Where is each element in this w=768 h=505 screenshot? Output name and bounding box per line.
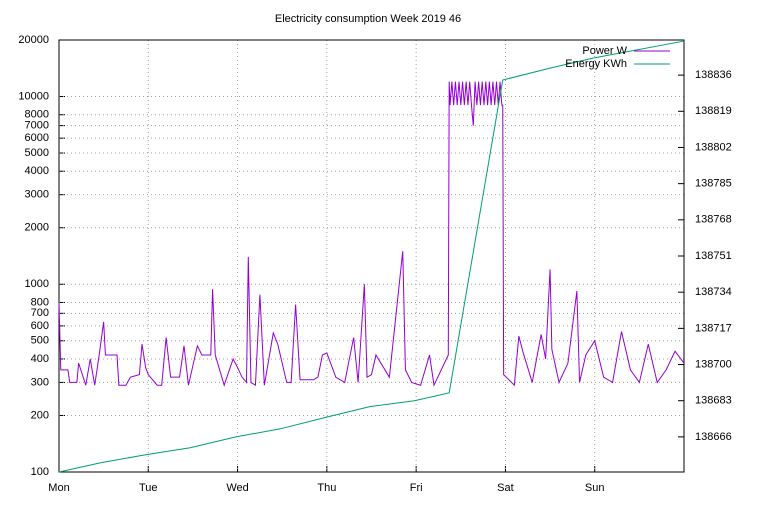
x-tick-label: Tue <box>139 482 158 494</box>
y-tick-label: 3000 <box>25 189 49 201</box>
y-tick-label: 800 <box>31 296 49 308</box>
x-tick-label: Sun <box>585 482 605 494</box>
chart-title: Electricity consumption Week 2019 46 <box>275 13 461 25</box>
y-tick-label: 2000 <box>25 222 49 234</box>
series-line <box>58 40 685 473</box>
y2-tick-label: 138819 <box>695 105 732 117</box>
y-tick-label: 20000 <box>18 34 49 46</box>
y-tick-label: 6000 <box>25 132 49 144</box>
y2-tick-label: 138717 <box>695 322 732 334</box>
x-tick-label: Sat <box>497 482 514 494</box>
y-tick-label: 8000 <box>25 109 49 121</box>
y-tick-label: 500 <box>31 335 49 347</box>
y2-tick-label: 138785 <box>695 178 732 190</box>
y-tick-label: 600 <box>31 320 49 332</box>
y-tick-label: 700 <box>31 307 49 319</box>
legend-label: Energy KWh <box>565 58 627 70</box>
y2-tick-label: 138666 <box>695 431 732 443</box>
y-tick-label: 200 <box>31 409 49 421</box>
y2-tick-label: 138751 <box>695 250 732 262</box>
y2-tick-label: 138768 <box>695 214 732 226</box>
y-tick-label: 4000 <box>25 165 49 177</box>
y-tick-label: 300 <box>31 376 49 388</box>
legend-label: Power W <box>582 45 627 57</box>
y2-tick-label: 138836 <box>695 69 732 81</box>
y2-tick-label: 138802 <box>695 141 732 153</box>
x-tick-label: Fri <box>410 482 423 494</box>
y-tick-label: 5000 <box>25 147 49 159</box>
y-tick-label: 100 <box>31 466 49 478</box>
y-tick-label: 10000 <box>18 90 49 102</box>
x-tick-label: Thu <box>317 482 336 494</box>
y2-tick-label: 138700 <box>695 358 732 370</box>
x-tick-label: Mon <box>48 482 69 494</box>
y-tick-label: 400 <box>31 353 49 365</box>
y2-tick-label: 138734 <box>695 286 732 298</box>
x-tick-label: Wed <box>226 482 248 494</box>
y-tick-label: 1000 <box>25 278 49 290</box>
plot-frame <box>58 39 685 473</box>
y2-tick-label: 138683 <box>695 395 732 407</box>
series-line <box>58 81 685 387</box>
y-tick-label: 7000 <box>25 120 49 132</box>
